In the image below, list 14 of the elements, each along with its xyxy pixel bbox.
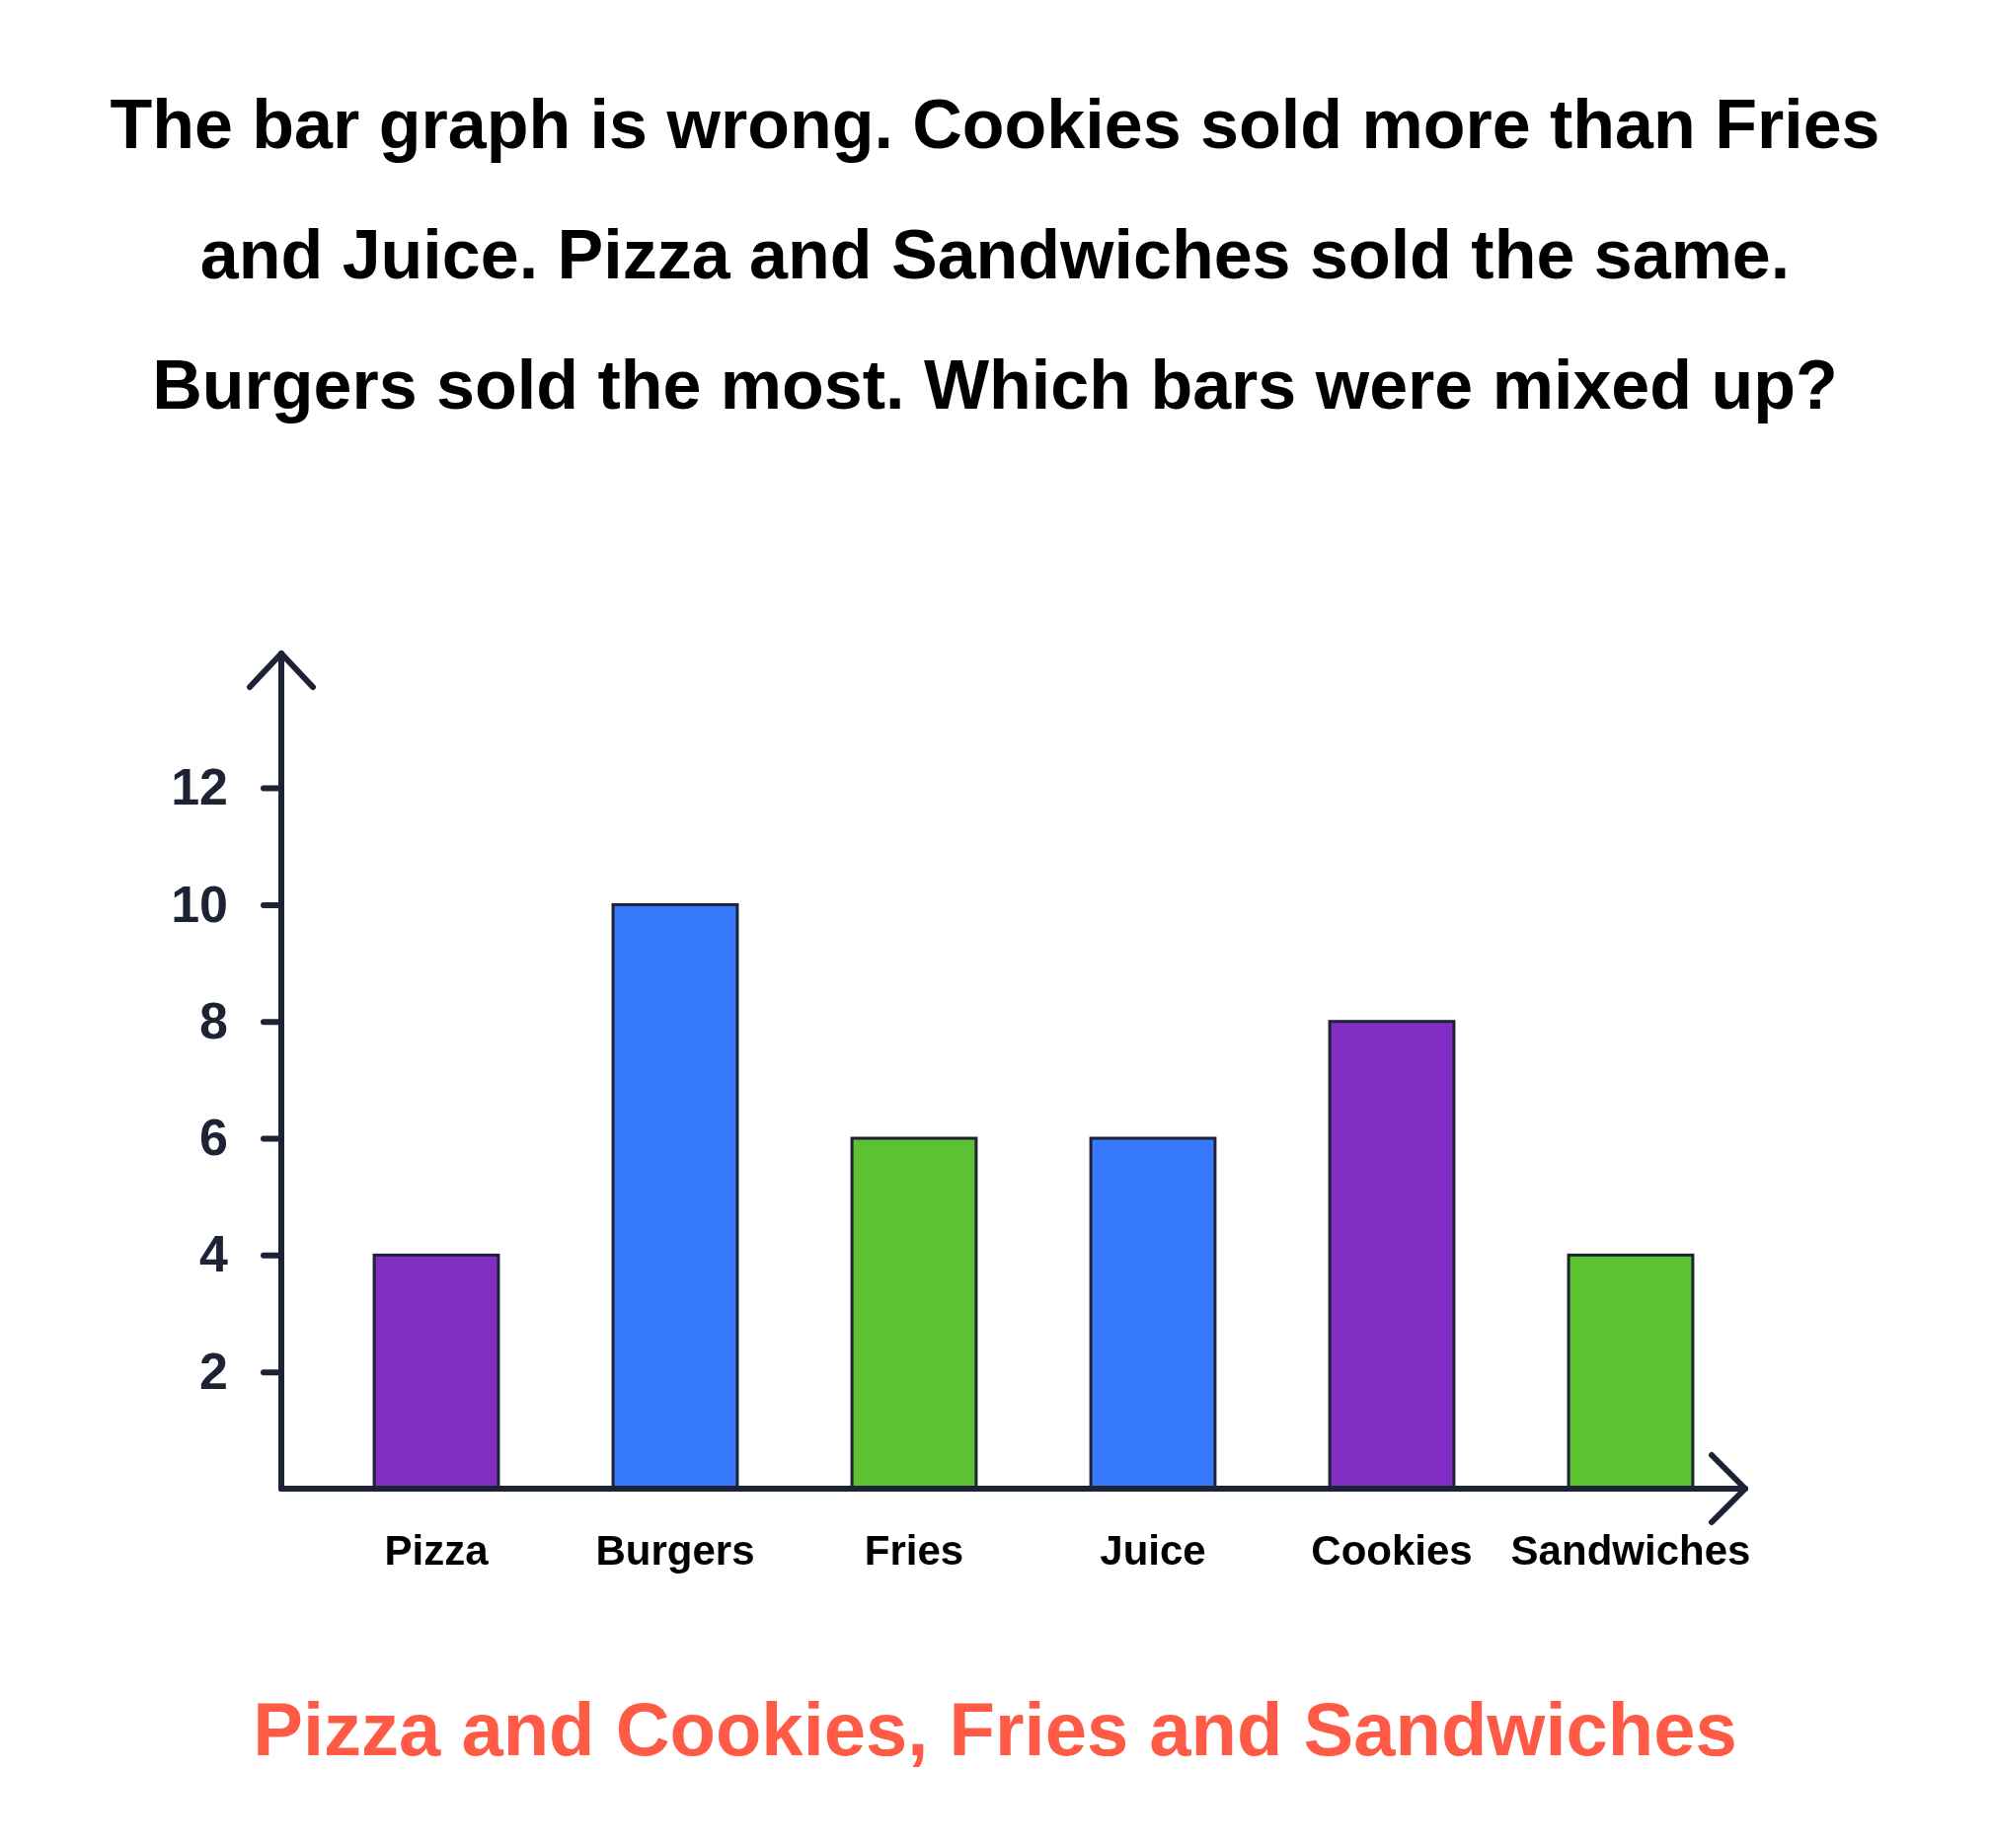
- x-tick-label: Juice: [1100, 1527, 1206, 1574]
- chart-title: The bar graph is wrong. Cookies sold more than Fries and Juice. Pizza and Sandwiches sold the same. Burgers sold the most. Which bars were mixed up?: [110, 86, 1880, 424]
- y-tick-label: 4: [199, 1225, 229, 1283]
- text: Pizza and Cookies, Fries and Sandwiches: [253, 1687, 1737, 1771]
- x-tick-label: Fries: [864, 1527, 964, 1574]
- x-tick-label: Cookies: [1311, 1527, 1473, 1574]
- y-tick-label: 2: [199, 1342, 228, 1400]
- y-tick-label: 12: [171, 758, 228, 816]
- y-tick-label: 8: [199, 991, 228, 1049]
- x-tick-label: Burgers: [595, 1527, 755, 1574]
- y-tick-label: 10: [171, 875, 228, 933]
- x-tick-label: Sandwiches: [1510, 1527, 1751, 1574]
- y-tick-label: 6: [199, 1109, 228, 1167]
- x-tick-label: Pizza: [384, 1527, 490, 1574]
